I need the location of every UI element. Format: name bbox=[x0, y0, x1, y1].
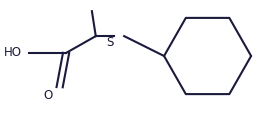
Text: HO: HO bbox=[4, 46, 22, 59]
Text: O: O bbox=[43, 88, 53, 101]
Text: S: S bbox=[106, 36, 114, 48]
